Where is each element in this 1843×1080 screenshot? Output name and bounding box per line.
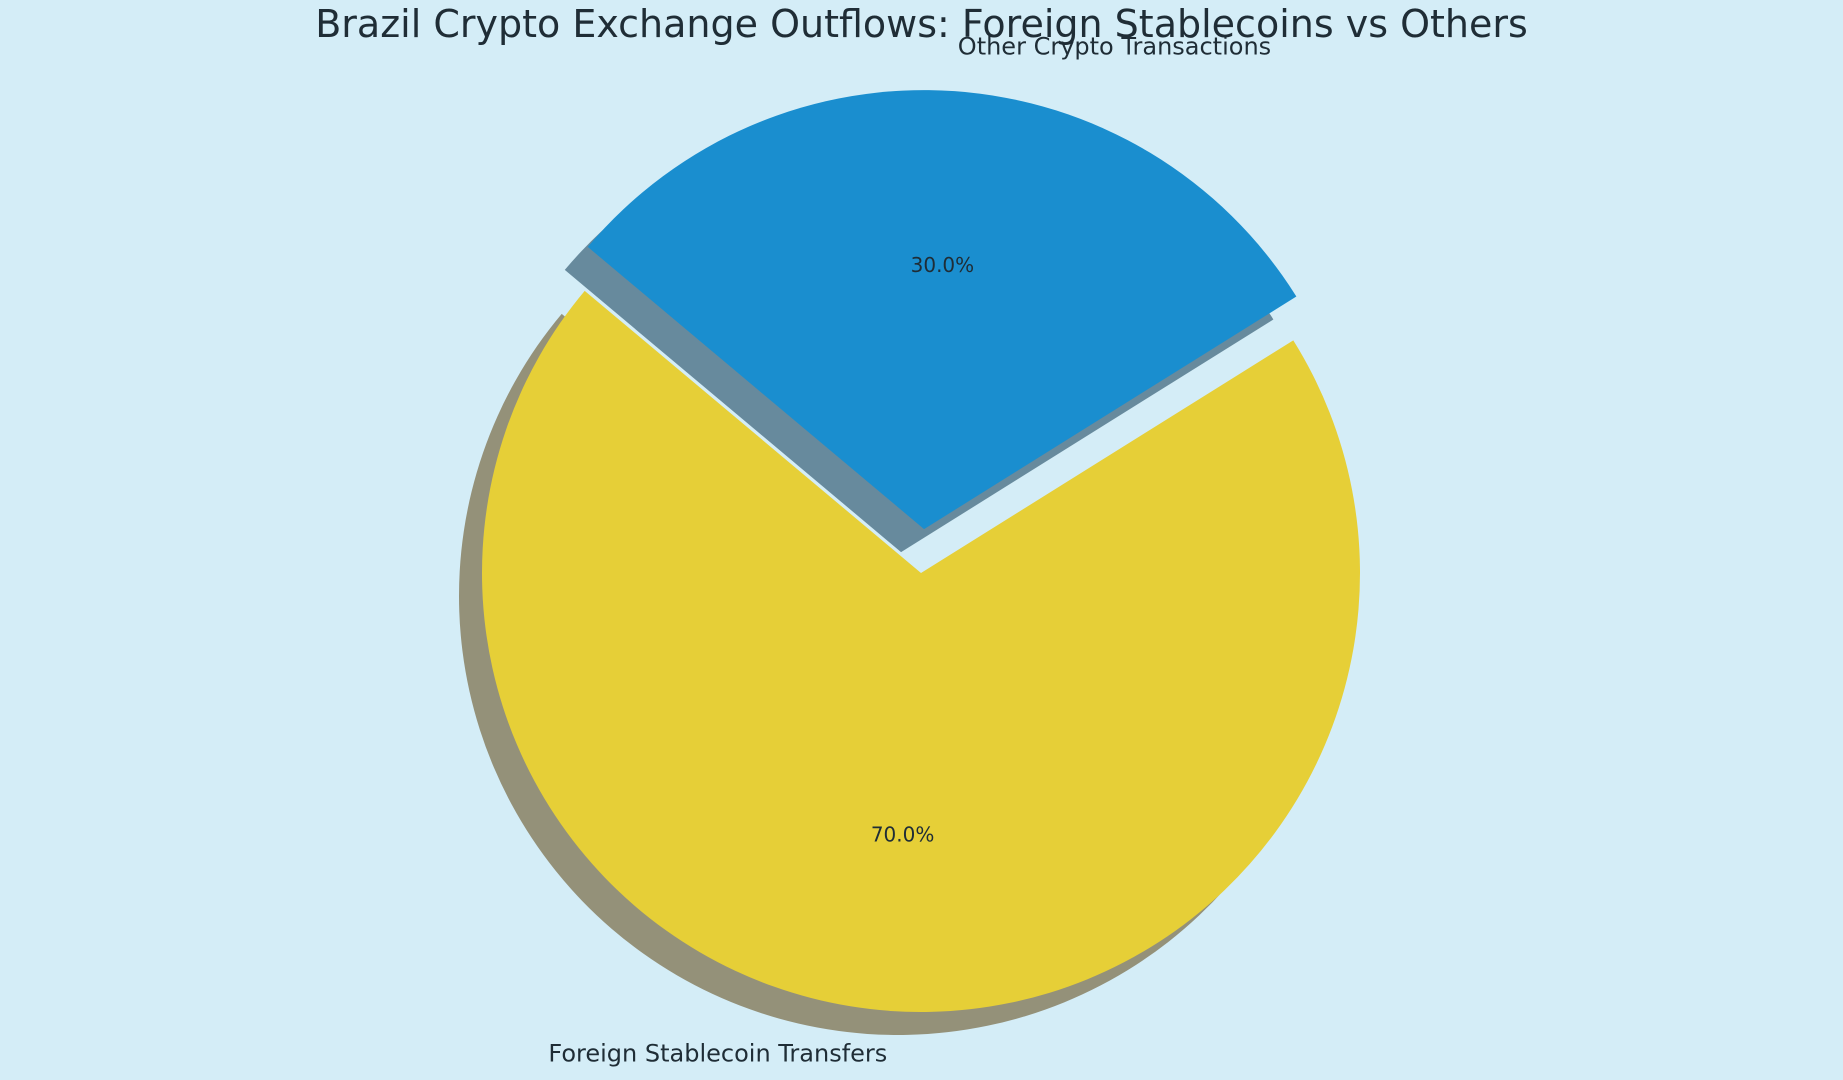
percent-label-foreign-stablecoin-transfers: 70.0%: [871, 822, 935, 846]
slice-label-other-crypto-transactions: Other Crypto Transactions: [958, 32, 1271, 60]
pie-slice-foreign-stablecoin-transfers: [481, 290, 1360, 1013]
slice-layer: [481, 90, 1360, 1013]
pie-slice-other-crypto-transactions: [587, 90, 1297, 530]
chart-title: Brazil Crypto Exchange Outflows: Foreign…: [315, 2, 1528, 46]
slice-label-foreign-stablecoin-transfers: Foreign Stablecoin Transfers: [548, 1040, 887, 1068]
percent-label-other-crypto-transactions: 30.0%: [911, 253, 975, 277]
label-layer: Foreign Stablecoin Transfers 70.0% Other C…: [548, 32, 1271, 1067]
